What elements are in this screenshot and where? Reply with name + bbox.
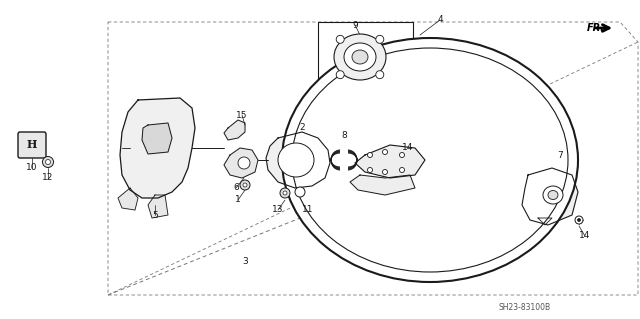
Polygon shape (355, 145, 425, 178)
Ellipse shape (334, 34, 386, 80)
Text: 11: 11 (302, 205, 314, 214)
Circle shape (383, 169, 387, 174)
Text: 7: 7 (557, 151, 563, 160)
Text: 1: 1 (235, 196, 241, 204)
Polygon shape (266, 132, 330, 188)
Polygon shape (224, 148, 258, 178)
Text: H: H (27, 139, 37, 151)
Ellipse shape (278, 143, 314, 177)
Circle shape (577, 219, 580, 221)
Text: 9: 9 (352, 20, 358, 29)
Circle shape (238, 157, 250, 169)
Text: 5: 5 (152, 211, 158, 219)
Polygon shape (224, 120, 245, 140)
Text: 10: 10 (26, 164, 38, 173)
Circle shape (243, 183, 247, 187)
Text: SH23-83100B: SH23-83100B (499, 303, 551, 313)
Circle shape (283, 191, 287, 195)
Circle shape (336, 35, 344, 43)
Polygon shape (120, 98, 195, 198)
Ellipse shape (282, 38, 578, 282)
Text: 8: 8 (341, 130, 347, 139)
Circle shape (399, 167, 404, 173)
Circle shape (280, 188, 290, 198)
Circle shape (383, 150, 387, 154)
Ellipse shape (548, 190, 558, 199)
Text: 14: 14 (579, 232, 591, 241)
Text: 2: 2 (299, 123, 305, 132)
Text: FR.: FR. (587, 23, 605, 33)
Circle shape (376, 35, 384, 43)
Polygon shape (538, 218, 552, 225)
Polygon shape (118, 188, 138, 210)
Circle shape (376, 71, 384, 79)
Circle shape (399, 152, 404, 158)
Ellipse shape (344, 43, 376, 71)
Polygon shape (522, 168, 578, 225)
Bar (318, 22, 413, 92)
Circle shape (367, 152, 372, 158)
Text: 12: 12 (42, 174, 54, 182)
Text: 13: 13 (272, 205, 284, 214)
Circle shape (45, 160, 51, 165)
Polygon shape (142, 123, 172, 154)
Circle shape (295, 187, 305, 197)
Circle shape (367, 167, 372, 173)
Circle shape (336, 71, 344, 79)
Text: 15: 15 (236, 110, 248, 120)
Ellipse shape (543, 186, 563, 204)
Ellipse shape (292, 48, 568, 272)
Text: 4: 4 (437, 16, 443, 25)
Circle shape (575, 216, 583, 224)
Polygon shape (148, 195, 168, 218)
FancyBboxPatch shape (18, 132, 46, 158)
Circle shape (42, 157, 54, 167)
Circle shape (240, 180, 250, 190)
Polygon shape (350, 175, 415, 195)
Text: 3: 3 (242, 257, 248, 266)
Ellipse shape (352, 50, 368, 64)
Text: 6: 6 (233, 183, 239, 192)
Text: 14: 14 (403, 144, 413, 152)
